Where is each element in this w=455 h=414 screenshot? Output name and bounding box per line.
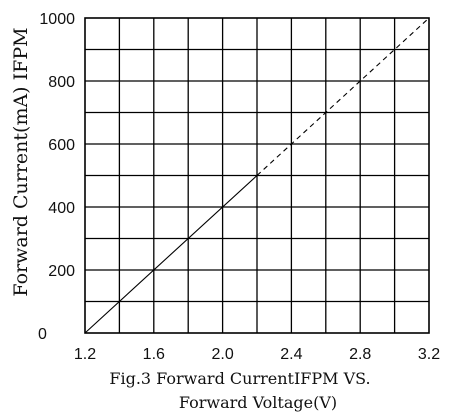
x-tick-label: 1.2 — [74, 346, 96, 363]
y-axis-title: Forward Current(mA) IFPM — [10, 27, 32, 296]
figure-caption-line-1: Fig.3 Forward CurrentIFPM VS. — [109, 369, 370, 388]
y-tick-label: 1000 — [39, 11, 75, 28]
x-tick-label: 2.8 — [349, 346, 371, 363]
y-tick-label: 400 — [48, 200, 75, 217]
chart-series — [84, 17, 430, 334]
x-tick-labels: 1.2 1.6 2.0 2.4 2.8 3.2 — [74, 346, 440, 363]
x-tick-label: 2.4 — [280, 346, 302, 363]
y-tick-label: 200 — [48, 263, 75, 280]
x-tick-label: 3.2 — [418, 346, 440, 363]
series-line-solid — [84, 175, 258, 334]
x-tick-label: 1.6 — [143, 346, 165, 363]
plot-frame — [84, 17, 430, 334]
y-tick-label: 800 — [48, 74, 75, 91]
x-tick-label: 2.0 — [211, 346, 233, 363]
y-tick-label: 0 — [38, 326, 47, 343]
series-line-dashed — [256, 17, 430, 176]
figure-caption-line-2: Forward Voltage(V) — [179, 393, 337, 412]
y-tick-labels: 0 200 400 600 800 1000 — [38, 11, 75, 343]
y-tick-label: 600 — [48, 137, 75, 154]
